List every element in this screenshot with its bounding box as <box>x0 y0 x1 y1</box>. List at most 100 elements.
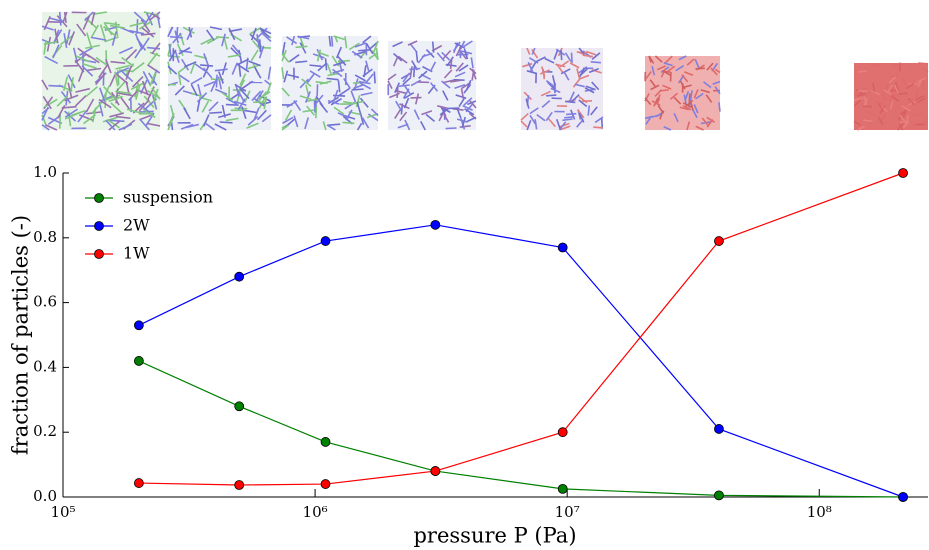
particle <box>527 61 534 72</box>
particle <box>146 46 161 50</box>
particle <box>182 26 195 35</box>
particle <box>546 94 557 97</box>
particle <box>862 97 869 107</box>
particle <box>246 122 259 129</box>
particle <box>576 109 585 119</box>
particle <box>443 69 453 79</box>
particle <box>436 52 445 62</box>
y-tick-label: 0.0 <box>33 487 57 505</box>
particle <box>281 41 286 55</box>
particle <box>315 106 318 119</box>
particle <box>885 79 891 89</box>
particle <box>60 35 73 46</box>
particle <box>645 115 652 125</box>
particle <box>48 84 64 88</box>
particle <box>85 86 98 97</box>
particle <box>689 101 694 111</box>
particle <box>354 74 367 82</box>
particle <box>225 117 239 122</box>
particle <box>64 94 79 102</box>
particle <box>62 76 69 92</box>
particle <box>299 35 305 48</box>
particle <box>693 104 699 114</box>
particle <box>576 68 581 79</box>
particle <box>862 119 873 123</box>
particle <box>104 93 107 109</box>
y-tick-label: 1.0 <box>33 163 57 181</box>
particle <box>392 55 399 67</box>
particle <box>877 116 884 126</box>
particle <box>566 112 577 116</box>
particle <box>705 94 713 103</box>
particle <box>79 47 93 56</box>
particle <box>75 95 87 107</box>
particle <box>342 121 355 125</box>
particle <box>288 54 300 63</box>
particle <box>256 34 260 48</box>
particle <box>183 107 191 120</box>
particle <box>649 79 657 88</box>
particle <box>409 67 421 71</box>
particle <box>237 64 250 73</box>
particle <box>877 103 885 112</box>
particle <box>291 35 296 46</box>
particle <box>591 81 600 91</box>
particle <box>151 94 158 110</box>
particle <box>364 73 374 84</box>
particle <box>190 77 203 85</box>
particle <box>108 120 121 131</box>
particle <box>141 27 155 38</box>
particle <box>258 45 265 59</box>
particle <box>110 60 126 65</box>
particle <box>256 109 267 121</box>
particle <box>91 101 103 114</box>
particle <box>574 83 585 88</box>
particle <box>261 114 272 123</box>
particle <box>108 95 123 103</box>
particle <box>68 31 76 46</box>
particle <box>449 58 453 70</box>
particle <box>130 82 145 90</box>
particle <box>590 60 601 64</box>
particle <box>179 49 193 54</box>
particle <box>584 87 595 94</box>
particle <box>206 36 219 45</box>
particle <box>227 54 241 58</box>
particle <box>866 111 876 117</box>
particle <box>464 108 475 116</box>
particle <box>901 121 910 130</box>
particle <box>526 70 538 75</box>
particle <box>679 80 686 90</box>
particle <box>151 13 161 20</box>
particle <box>564 52 572 62</box>
particle <box>578 95 588 104</box>
particle <box>85 44 100 50</box>
particle <box>144 11 154 25</box>
particle <box>203 80 217 87</box>
particle <box>327 99 340 105</box>
data-point <box>430 466 441 476</box>
particle <box>77 109 88 123</box>
y-tick-label: 0.4 <box>33 357 57 375</box>
particle <box>421 110 433 116</box>
particle <box>339 87 350 96</box>
series-line <box>138 224 904 498</box>
particle <box>461 50 473 55</box>
particle <box>901 77 908 87</box>
particle <box>261 101 272 106</box>
particle <box>231 62 239 75</box>
data-point <box>320 479 331 489</box>
particle <box>333 106 345 115</box>
legend-marker <box>94 249 104 259</box>
data-point <box>557 427 568 438</box>
particle <box>403 97 410 109</box>
particle <box>293 115 299 128</box>
particle <box>560 68 571 75</box>
particle <box>247 64 261 70</box>
particle <box>299 42 307 54</box>
particle <box>375 47 379 61</box>
particle <box>176 43 184 56</box>
particle <box>442 112 450 123</box>
thumbnails <box>41 11 929 131</box>
